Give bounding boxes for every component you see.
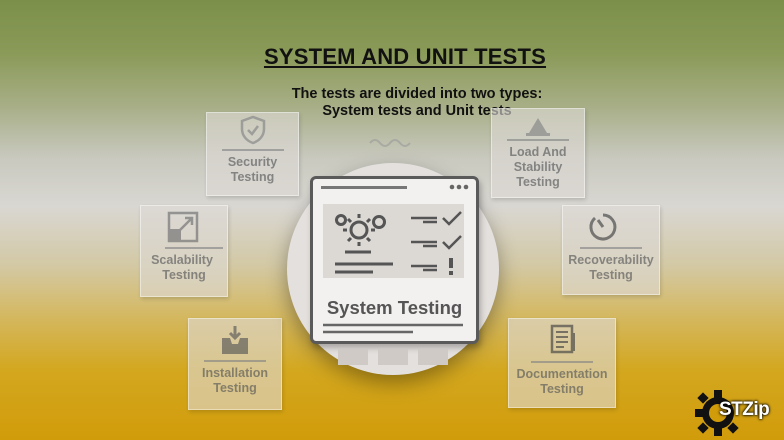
recoverability-label-line-1: Recoverability <box>568 253 654 267</box>
page-title: SYSTEM AND UNIT TESTS <box>263 44 547 69</box>
card-installation-testing: Installation Testing <box>188 318 282 410</box>
shield-check-icon <box>240 115 265 145</box>
document-icon <box>550 324 575 354</box>
gauge-icon <box>589 213 617 241</box>
device-stand-blocks <box>338 349 448 365</box>
card-scalability-testing: Scalability Testing <box>140 205 228 297</box>
load-label-line-2: Stability <box>513 160 563 174</box>
resize-arrow-icon <box>167 211 199 243</box>
load-label-line-1: Load And <box>509 145 567 159</box>
card-divider <box>204 360 266 362</box>
card-divider <box>531 361 593 363</box>
subtitle: The tests are divided into two types: Sy… <box>0 86 784 120</box>
card-divider <box>221 149 284 151</box>
scalability-label-line-2: Testing <box>162 268 206 282</box>
window-dots <box>321 184 469 190</box>
card-load-stability-testing: Load And Stability Testing <box>491 108 585 198</box>
system-testing-device: System Testing <box>310 176 479 344</box>
scalability-label-line-1: Scalability <box>151 253 213 267</box>
logo-text: STZip <box>719 399 770 420</box>
recoverability-label-line-2: Testing <box>589 268 633 282</box>
gears-icon <box>335 214 386 254</box>
device-bottom-lines <box>323 323 463 334</box>
gear-icon <box>695 390 739 436</box>
stzip-logo[interactable]: STZip <box>694 389 778 437</box>
card-divider <box>507 139 569 141</box>
load-label-line-3: Testing <box>516 175 560 189</box>
card-documentation-testing: Documentation Testing <box>508 318 616 408</box>
screen-text-lines <box>335 262 393 274</box>
device-screen <box>323 204 464 278</box>
card-divider <box>165 247 223 249</box>
security-label-line-2: Testing <box>230 170 275 184</box>
subtitle-line-1: The tests are divided into two types: <box>291 86 543 102</box>
system-testing-label: System Testing <box>326 297 463 318</box>
documentation-label-line-1: Documentation <box>516 367 608 381</box>
download-tray-icon <box>222 326 248 354</box>
documentation-label-line-2: Testing <box>540 382 584 396</box>
installation-label-line-2: Testing <box>213 381 257 395</box>
checklist-icon <box>411 211 462 275</box>
card-security-testing: Security Testing <box>206 112 299 196</box>
card-divider <box>580 247 642 249</box>
installation-label-line-1: Installation <box>202 366 268 380</box>
security-label-line-1: Security <box>227 155 278 169</box>
scale-icon <box>526 118 550 136</box>
card-recoverability-testing: Recoverability Testing <box>562 205 660 295</box>
subtitle-line-2: System tests and Unit tests <box>322 103 512 119</box>
wave-decoration <box>369 139 411 147</box>
